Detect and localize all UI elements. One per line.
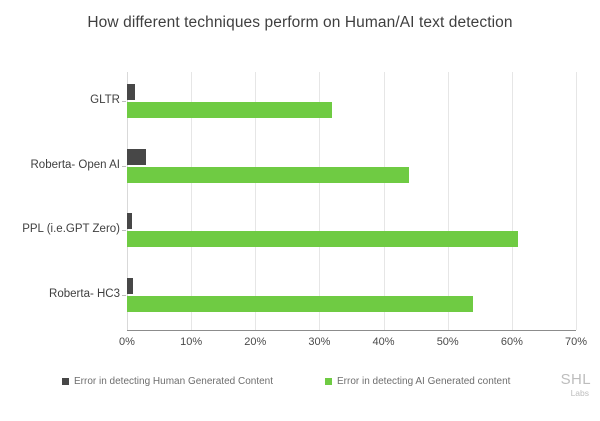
- x-tick-label: 20%: [244, 336, 267, 348]
- plot-area: [127, 72, 577, 330]
- gridline-30%: [319, 72, 321, 330]
- legend-label: Error in detecting AI Generated content: [337, 376, 511, 387]
- bar-human: [127, 148, 147, 165]
- y-axis-category-labels: GLTR Roberta- Open AI PPL (i.e.GPT Zero) Ro…: [0, 72, 126, 330]
- bar-human: [127, 277, 134, 294]
- y-axis-label-2: Roberta- Open AI: [30, 158, 121, 171]
- bar-ai: [127, 166, 410, 183]
- bar-ai: [127, 102, 333, 119]
- y-axis-tick: [122, 230, 126, 232]
- legend-item-1[interactable]: Error in detecting Human Generated Conte…: [62, 376, 273, 387]
- y-axis-tick: [122, 101, 126, 103]
- bar-human: [127, 84, 135, 101]
- chart-legend: Error in detecting Human Generated Conte…: [0, 376, 600, 392]
- x-tick-label: 10%: [180, 336, 203, 348]
- x-tick-label: 60%: [500, 336, 523, 348]
- gridline-50%: [447, 72, 449, 330]
- bars-layer: [127, 72, 576, 330]
- gridline-0%: [127, 72, 128, 330]
- bar-human: [127, 213, 133, 230]
- gridline-20%: [255, 72, 257, 330]
- shl-labs-logo: SHL Labs: [543, 372, 591, 402]
- x-tick-label: 50%: [436, 336, 459, 348]
- y-axis-tick: [122, 294, 126, 296]
- logo-sub-text: Labs: [570, 388, 589, 398]
- logo-main-text: SHL: [560, 371, 591, 388]
- x-tick-label: 0%: [119, 336, 135, 348]
- y-axis-tick: [122, 165, 126, 167]
- x-axis-line: [127, 330, 576, 331]
- bar-ai: [127, 295, 474, 312]
- y-axis-label-4: Roberta- HC3: [49, 287, 120, 300]
- gridline-60%: [511, 72, 513, 330]
- legend-item-2[interactable]: Error in detecting AI Generated content: [325, 376, 510, 387]
- chart-title: How different techniques perform on Huma…: [87, 14, 513, 31]
- x-axis-tick-labels: 0% 10% 20% 30% 40% 50% 60% 70%: [119, 336, 587, 352]
- x-tick-label: 70%: [564, 336, 588, 348]
- y-axis-label-1: GLTR: [90, 94, 120, 107]
- legend-label: Error in detecting Human Generated Conte…: [74, 376, 273, 387]
- legend-swatch-icon: [325, 378, 332, 385]
- gridline-70%: [576, 72, 577, 330]
- legend-swatch-icon: [62, 378, 69, 385]
- bar-ai: [127, 231, 519, 248]
- gridline-40%: [383, 72, 385, 330]
- gridlines: [127, 72, 577, 330]
- gridline-10%: [191, 72, 193, 330]
- y-axis-label-3: PPL (i.e.GPT Zero): [22, 223, 120, 236]
- x-tick-label: 40%: [372, 336, 395, 348]
- x-tick-label: 30%: [308, 336, 331, 348]
